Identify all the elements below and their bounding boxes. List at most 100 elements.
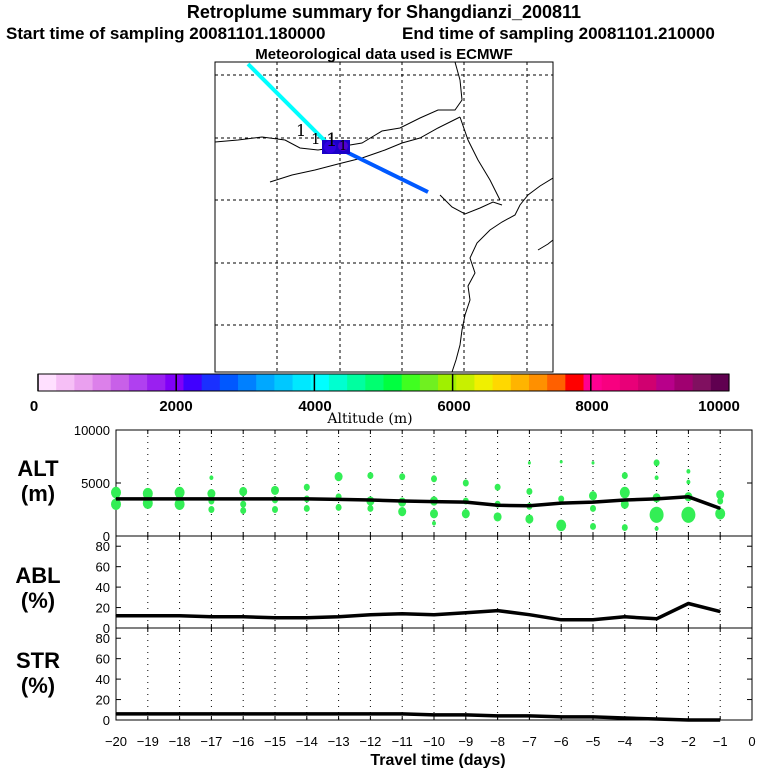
altitude-distribution-point — [556, 519, 567, 532]
y-tick-label: 80 — [96, 631, 110, 646]
colorbar-cell — [474, 374, 494, 391]
altitude-distribution-point — [619, 486, 630, 499]
map-grid — [215, 62, 553, 372]
sampling-end-time: End time of sampling 20081101.210000 — [402, 24, 715, 43]
abl-panel-ylabel: ABL — [15, 563, 60, 588]
abl-data-point — [592, 619, 594, 621]
colorbar-tick-0: 0 — [30, 398, 38, 415]
x-tick-label: −19 — [137, 734, 159, 749]
alt-data-point — [306, 498, 308, 500]
str-data-point — [242, 713, 244, 715]
colorbar-cell — [692, 374, 712, 391]
colorbar-cell — [528, 374, 548, 391]
x-tick-label: −1 — [713, 734, 728, 749]
abl-data-point — [274, 617, 276, 619]
alt-data-point — [719, 507, 721, 510]
abl-data-point — [210, 616, 212, 618]
x-tick-label: −4 — [617, 734, 632, 749]
abl-data-point — [179, 615, 181, 617]
altitude-distribution-point — [432, 520, 436, 526]
str-data-point — [210, 713, 212, 715]
x-tick-label: −9 — [458, 734, 473, 749]
abl-data-point — [147, 615, 149, 617]
y-tick-label: 0 — [103, 713, 110, 728]
altitude-distribution-point — [174, 498, 185, 510]
x-axis-label: Travel time (days) — [370, 752, 505, 768]
colorbar-cell — [656, 374, 676, 391]
colorbar-tick-10000: 10000 — [698, 398, 740, 415]
abl-data-point — [656, 618, 658, 620]
str-data-point — [560, 716, 562, 718]
abl-data-point — [497, 610, 499, 612]
colorbar-tick-2000: 2000 — [159, 398, 192, 415]
str-panel-ylabel-unit: (%) — [21, 673, 55, 698]
alt-data-point — [369, 499, 371, 501]
colorbar-tick-8000: 8000 — [575, 398, 608, 415]
str-series-line — [116, 712, 721, 722]
colorbar-label: Altitude (m) — [326, 411, 412, 427]
x-tick-label: −11 — [392, 734, 413, 749]
x-tick-label: −20 — [105, 734, 127, 749]
y-tick-label: 80 — [96, 539, 110, 554]
alt-data-point — [210, 498, 212, 500]
altitude-distribution-point — [715, 507, 726, 520]
altitude-distribution-point — [111, 498, 121, 510]
x-tick-label: −10 — [423, 734, 445, 749]
y-tick-label: 40 — [96, 672, 110, 687]
str-data-point — [433, 714, 435, 716]
str-data-point — [401, 713, 403, 715]
colorbar-cell — [110, 374, 130, 391]
x-tick-label: −2 — [681, 734, 696, 749]
altitude-distribution-point — [590, 504, 596, 512]
x-tick-label: −3 — [649, 734, 664, 749]
x-tick-label: −8 — [490, 734, 505, 749]
str-data-point — [719, 719, 721, 721]
alt-data-point — [528, 505, 531, 507]
colorbar-cell — [347, 374, 366, 391]
altitude-distribution-point — [717, 497, 724, 505]
alt-data-point — [115, 498, 117, 500]
altitude-distribution-point — [494, 483, 501, 491]
altitude-distribution-point — [335, 503, 342, 511]
altitude-distribution-point — [207, 489, 216, 499]
x-tick-label: −17 — [200, 734, 222, 749]
abl-data-point — [433, 614, 435, 616]
x-tick-label: −5 — [586, 734, 601, 749]
alt-data-point — [560, 502, 562, 504]
colorbar-cell — [165, 374, 185, 391]
alt-data-point — [656, 498, 658, 500]
alt-data-point — [242, 498, 244, 500]
altitude-distribution-point — [209, 475, 214, 481]
y-tick-label: 0 — [103, 621, 110, 636]
altitude-distribution-point — [525, 514, 534, 524]
abl-data-point — [338, 616, 340, 618]
alt-panel-plot: 0 5000 10000 — [74, 423, 753, 544]
colorbar-cell — [147, 374, 166, 391]
altitude-distribution-point — [716, 490, 725, 500]
y-tick-label: 10000 — [74, 423, 110, 438]
alt-data-point — [401, 500, 403, 502]
altitude-distribution-point — [398, 507, 407, 517]
colorbar-tick-6000: 6000 — [437, 398, 470, 415]
colorbar-cell — [710, 374, 730, 391]
plot-title: Retroplume summary for Shangdianzi_20081… — [186, 2, 582, 22]
alt-panel: ALT (m) 0 5000 10000 — [17, 423, 753, 544]
colorbar-cell — [292, 374, 312, 391]
alt-data-point — [497, 504, 499, 506]
altitude-distribution-point — [461, 509, 470, 519]
altitude-distribution-point — [526, 488, 533, 495]
colorbar-cell — [438, 374, 457, 391]
colorbar-cell — [492, 374, 512, 391]
abl-data-point — [624, 616, 626, 618]
y-tick-label: 60 — [96, 652, 110, 667]
colorbar-cell — [38, 374, 57, 391]
altitude-distribution-point — [272, 506, 278, 513]
altitude-distribution-point — [334, 472, 343, 482]
y-tick-label: 20 — [96, 601, 110, 616]
release-label-2: 1 — [311, 130, 321, 148]
alt-series-line — [116, 495, 721, 511]
str-data-point — [147, 713, 149, 715]
alt-panel-ylabel: ALT — [17, 456, 59, 481]
str-data-point — [592, 716, 594, 718]
str-data-point — [338, 713, 340, 715]
